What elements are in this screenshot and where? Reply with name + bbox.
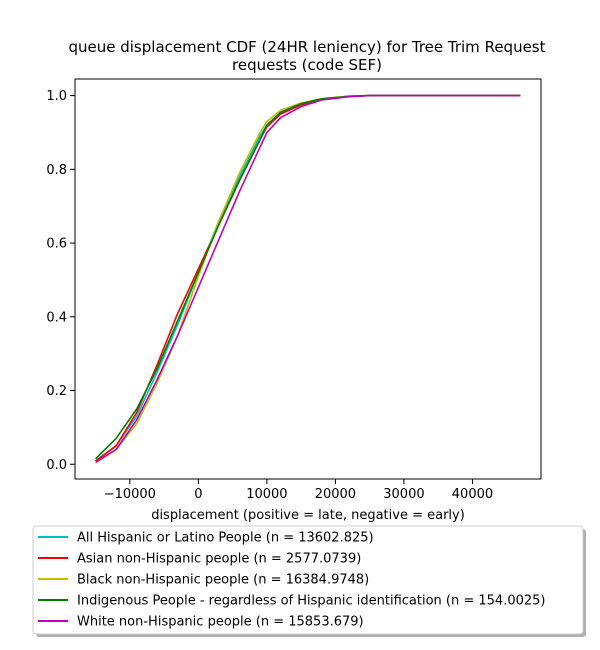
y-tick-label: 0.0 xyxy=(46,458,67,473)
y-tick-label: 1.0 xyxy=(46,89,67,104)
x-tick-label: 10000 xyxy=(246,487,287,502)
series-line-4 xyxy=(95,94,521,460)
plot-area xyxy=(74,78,542,480)
x-axis-ticks: −10000 0 10000 20000 30000 40000 xyxy=(104,479,493,502)
x-tick-label: 20000 xyxy=(315,487,356,502)
legend: All Hispanic or Latino People (n = 13602… xyxy=(32,525,586,637)
series-line-1 xyxy=(95,94,521,462)
chart-title-line-2: requests (code SEF) xyxy=(232,56,382,74)
legend-label-1: All Hispanic or Latino People (n = 13602… xyxy=(77,531,374,546)
legend-label-5: White non-Hispanic people (n = 15853.679… xyxy=(77,615,364,630)
series-line-2 xyxy=(95,94,521,462)
legend-box xyxy=(32,525,584,635)
legend-label-4: Indigenous People - regardless of Hispan… xyxy=(77,594,546,609)
y-tick-label: 0.2 xyxy=(46,384,67,399)
chart-title-line-1: queue displacement CDF (24HR leniency) f… xyxy=(68,38,545,56)
y-tick-label: 0.6 xyxy=(46,237,67,252)
x-tick-label: 40000 xyxy=(452,487,493,502)
y-axis-ticks: 0.0 0.2 0.4 0.6 0.8 1.0 xyxy=(46,89,75,473)
series-line-5 xyxy=(95,94,521,464)
y-tick-label: 0.8 xyxy=(46,163,67,178)
x-tick-label: 0 xyxy=(194,487,202,502)
x-tick-label: −10000 xyxy=(104,487,156,502)
series-lines xyxy=(95,94,521,464)
x-axis-label: displacement (positive = late, negative … xyxy=(151,508,465,523)
x-tick-label: 30000 xyxy=(383,487,424,502)
series-line-3 xyxy=(95,94,521,464)
legend-entries: All Hispanic or Latino People (n = 13602… xyxy=(38,531,546,630)
y-tick-label: 0.4 xyxy=(46,310,67,325)
legend-label-2: Asian non-Hispanic people (n = 2577.0739… xyxy=(77,552,361,567)
legend-label-3: Black non-Hispanic people (n = 16384.974… xyxy=(77,573,369,588)
